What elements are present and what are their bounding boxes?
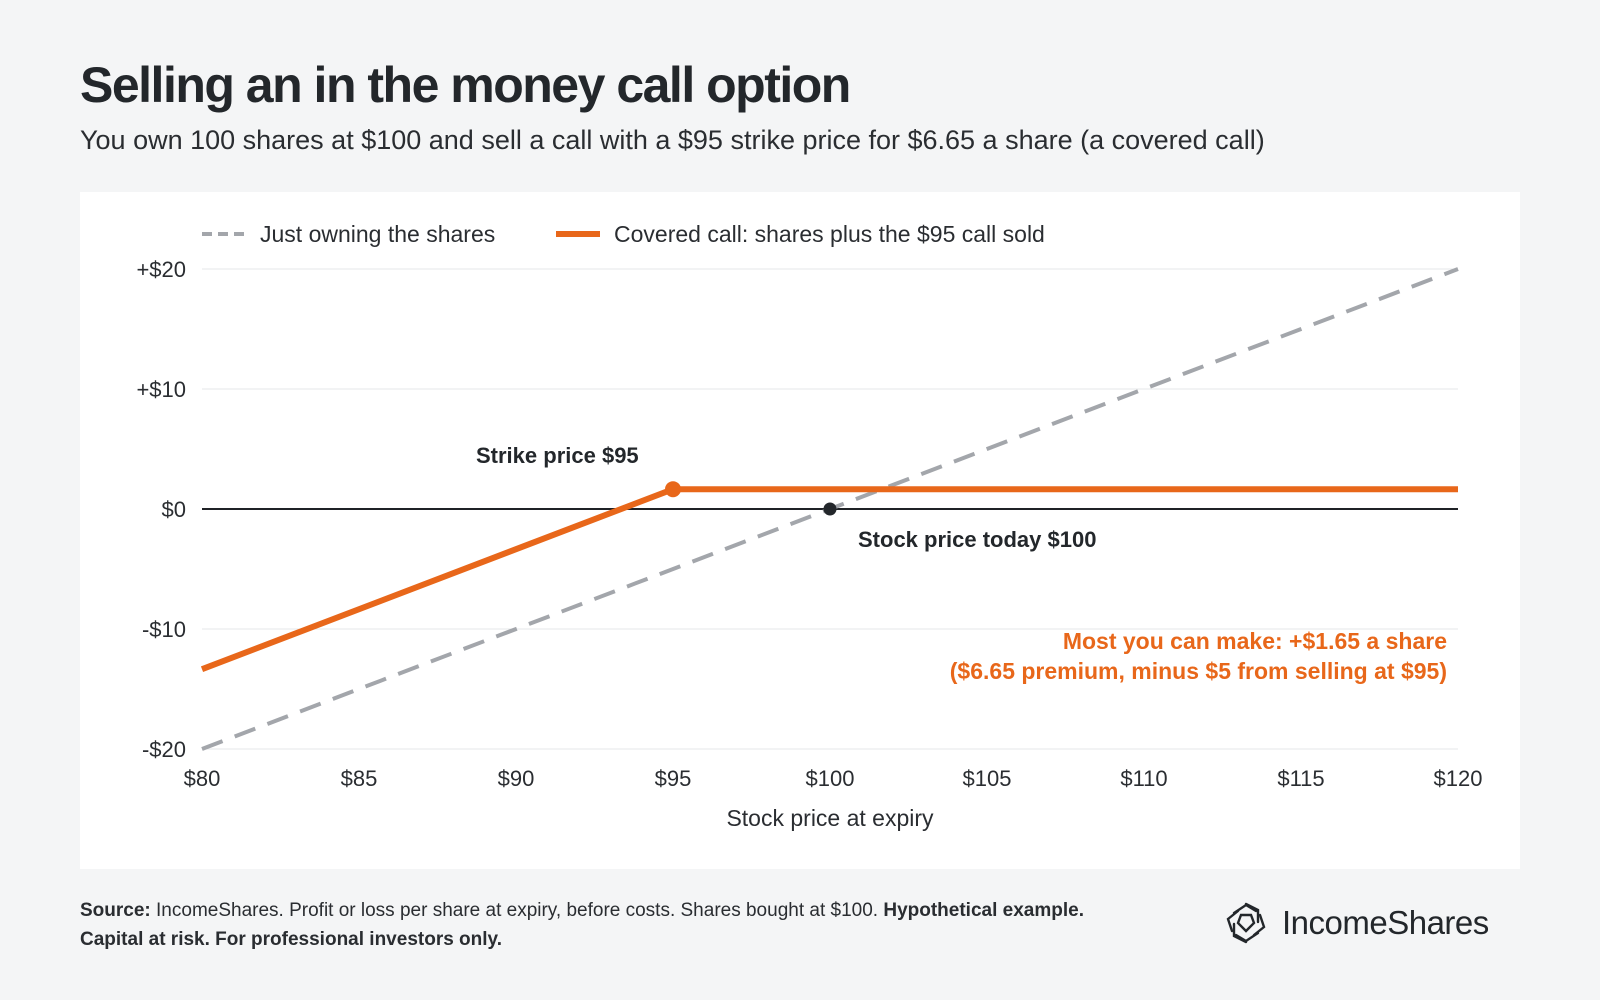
- footer-source: Source: IncomeShares. Profit or loss per…: [80, 896, 1140, 954]
- incomeshares-logo-icon: [1226, 902, 1266, 944]
- x-tick-label: $80: [184, 766, 221, 791]
- legend-label-covered-call: Covered call: shares plus the $95 call s…: [614, 221, 1045, 247]
- x-tick-label: $100: [806, 766, 855, 791]
- legend: Just owning the shares Covered call: sha…: [202, 221, 1045, 247]
- x-tick-label: $120: [1434, 766, 1483, 791]
- y-axis-ticks: +$20 +$10 $0 -$10 -$20: [136, 257, 186, 762]
- x-axis-label: Stock price at expiry: [726, 805, 934, 831]
- source-label: Source:: [80, 900, 151, 921]
- chart-subtitle: You own 100 shares at $100 and sell a ca…: [80, 125, 1265, 155]
- annotation-strike: Strike price $95: [476, 443, 639, 468]
- legend-label-shares: Just owning the shares: [260, 221, 495, 247]
- strike-marker: [665, 481, 681, 498]
- chart-title: Selling an in the money call option: [80, 57, 851, 113]
- y-tick-label: -$20: [142, 737, 186, 762]
- annotation-max-profit-line2: ($6.65 premium, minus $5 from selling at…: [950, 658, 1447, 684]
- x-tick-label: $115: [1277, 766, 1324, 791]
- y-tick-label: -$10: [142, 617, 186, 642]
- x-axis-ticks: $80 $85 $90 $95 $100 $105 $110 $115 $120: [184, 766, 1483, 791]
- x-tick-label: $105: [963, 766, 1012, 791]
- annotation-max-profit-line1: Most you can make: +$1.65 a share: [1063, 628, 1447, 654]
- x-tick-label: $110: [1120, 766, 1167, 791]
- today-marker: [823, 502, 837, 516]
- y-tick-label: +$10: [136, 377, 186, 402]
- brand: IncomeShares: [1224, 897, 1489, 949]
- x-tick-label: $90: [498, 766, 535, 791]
- y-tick-label: $0: [162, 497, 186, 522]
- brand-name: IncomeShares: [1282, 904, 1489, 941]
- chart-panel: +$20 +$10 $0 -$10 -$20 $80 $85 $90 $95 $100 $105 $…: [80, 192, 1520, 869]
- x-tick-label: $95: [655, 766, 692, 791]
- disclaimer-text: Hypothetical example. Capital at risk. F…: [80, 900, 1084, 950]
- y-tick-label: +$20: [136, 257, 186, 282]
- point-markers: [665, 481, 837, 516]
- payoff-chart: +$20+$10$0-$10-$20 $80 $85 $90 $95 $100 $105 $…: [136, 221, 1483, 831]
- x-tick-label: $85: [341, 766, 378, 791]
- source-text: IncomeShares. Profit or loss per share a…: [150, 900, 884, 921]
- annotation-today: Stock price today $100: [858, 527, 1096, 552]
